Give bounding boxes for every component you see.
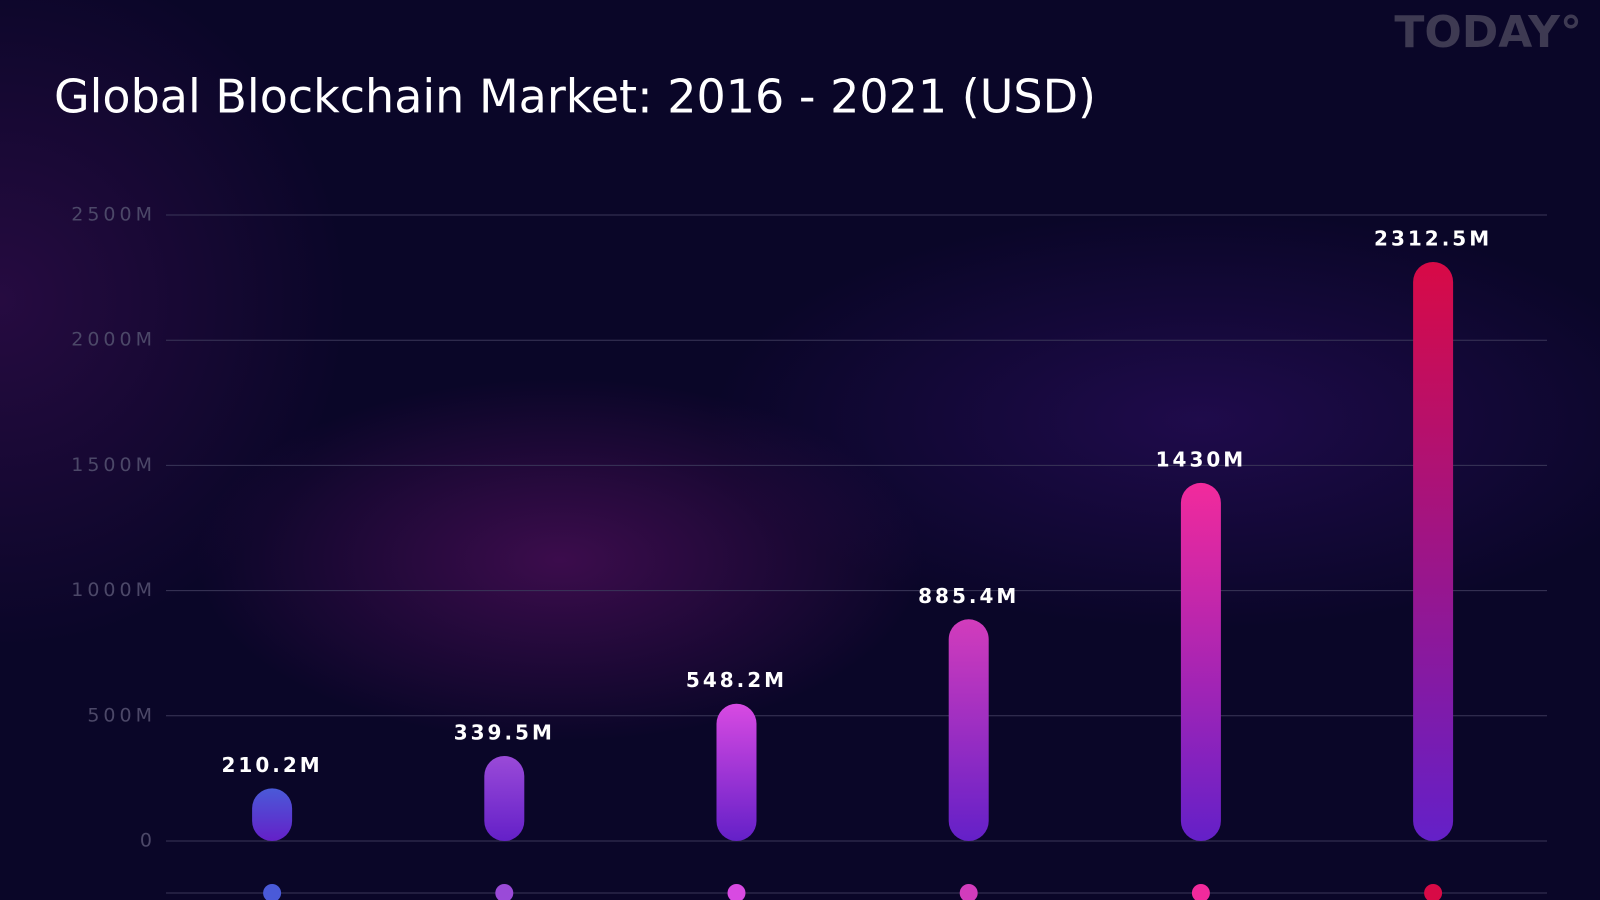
bar (1413, 261, 1454, 841)
x-dot (1424, 884, 1443, 900)
x-dot (959, 884, 978, 900)
value-label: 339.5M (454, 720, 555, 744)
value-label: 548.2M (686, 668, 787, 692)
x-dot (495, 884, 514, 900)
chart-title: Global Blockchain Market: 2016 - 2021 (U… (54, 70, 1096, 124)
y-tick-label: 2500M (71, 204, 156, 226)
y-tick-label: 2000M (71, 329, 156, 351)
value-label: 210.2M (222, 753, 323, 777)
x-dot (263, 884, 282, 900)
value-label: 2312.5M (1374, 226, 1492, 250)
y-tick-label: 500M (87, 704, 156, 726)
bar (484, 755, 525, 841)
bar (948, 619, 989, 841)
bar (252, 788, 293, 841)
bar (1180, 482, 1221, 841)
x-dot (1191, 884, 1210, 900)
x-dot (727, 884, 746, 900)
bar (716, 703, 757, 841)
y-tick-label: 1000M (71, 579, 156, 601)
value-label: 1430M (1156, 447, 1247, 471)
logo: TODAY° (1394, 7, 1582, 58)
y-tick-label: 0 (140, 830, 156, 852)
value-label: 885.4M (918, 584, 1019, 608)
y-tick-label: 1500M (71, 454, 156, 476)
